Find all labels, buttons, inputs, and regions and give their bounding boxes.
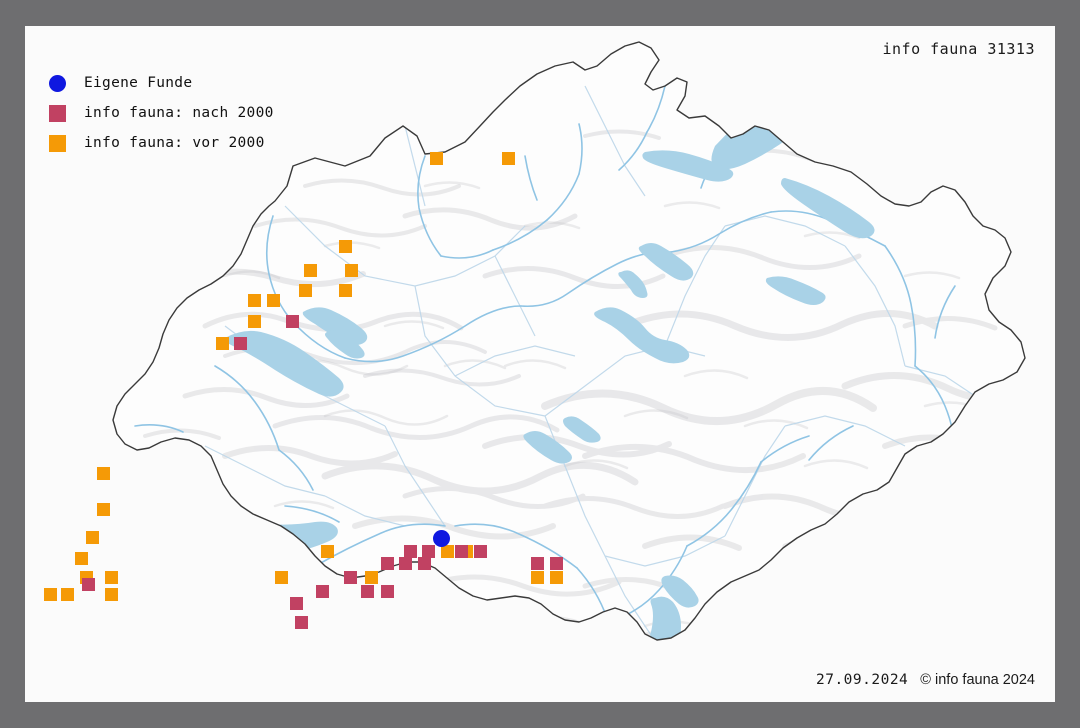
legend: Eigene Funde info fauna: nach 2000 info … <box>39 68 274 158</box>
record-marker-before-2000[interactable] <box>364 570 378 584</box>
record-marker-before-2000[interactable] <box>104 570 118 584</box>
legend-item-vor-2000[interactable]: info fauna: vor 2000 <box>39 128 274 158</box>
record-marker-after-2000[interactable] <box>285 314 299 328</box>
record-marker-before-2000[interactable] <box>501 151 515 165</box>
blue-circle-icon <box>39 74 75 92</box>
record-marker-before-2000[interactable] <box>85 530 99 544</box>
record-marker-after-2000[interactable] <box>233 336 247 350</box>
page-title: info fauna 31313 <box>882 40 1035 58</box>
legend-swatch-after <box>48 104 66 122</box>
record-marker-before-2000[interactable] <box>344 263 358 277</box>
legend-label-after: info fauna: nach 2000 <box>84 105 274 121</box>
legend-swatch-own <box>48 74 66 92</box>
legend-item-eigene-funde[interactable]: Eigene Funde <box>39 68 274 98</box>
record-marker-before-2000[interactable] <box>104 587 118 601</box>
record-marker-after-2000[interactable] <box>403 544 417 558</box>
record-marker-after-2000[interactable] <box>289 596 303 610</box>
legend-item-nach-2000[interactable]: info fauna: nach 2000 <box>39 98 274 128</box>
record-marker-before-2000[interactable] <box>247 293 261 307</box>
record-marker-after-2000[interactable] <box>294 615 308 629</box>
country-border <box>112 41 1026 641</box>
record-marker-after-2000[interactable] <box>380 584 394 598</box>
map-panel: info fauna 31313 Eigene Funde info fauna… <box>25 26 1055 702</box>
record-marker-before-2000[interactable] <box>96 502 110 516</box>
record-marker-after-2000[interactable] <box>454 544 468 558</box>
record-marker-after-2000[interactable] <box>81 577 95 591</box>
switzerland-map[interactable] <box>25 26 1055 702</box>
record-marker-after-2000[interactable] <box>473 544 487 558</box>
record-marker-before-2000[interactable] <box>320 544 334 558</box>
record-marker-after-2000[interactable] <box>315 584 329 598</box>
record-marker-before-2000[interactable] <box>303 263 317 277</box>
legend-label-own: Eigene Funde <box>84 75 193 91</box>
record-marker-before-2000[interactable] <box>338 283 352 297</box>
record-marker-before-2000[interactable] <box>43 587 57 601</box>
record-marker-after-2000[interactable] <box>343 570 357 584</box>
record-marker-after-2000[interactable] <box>417 556 431 570</box>
footer: 27.09.2024 © info fauna 2024 <box>816 669 1035 688</box>
record-marker-before-2000[interactable] <box>247 314 261 328</box>
crimson-square-icon <box>39 104 75 122</box>
record-marker-before-2000[interactable] <box>266 293 280 307</box>
record-marker-after-2000[interactable] <box>530 556 544 570</box>
canton-boundaries <box>204 85 976 640</box>
record-marker-before-2000[interactable] <box>60 587 74 601</box>
record-marker-before-2000[interactable] <box>96 466 110 480</box>
record-marker-before-2000[interactable] <box>74 551 88 565</box>
record-marker-after-2000[interactable] <box>421 544 435 558</box>
record-marker-before-2000[interactable] <box>298 283 312 297</box>
footer-copyright: © info fauna 2024 <box>920 672 1035 688</box>
own-find-marker[interactable] <box>432 529 450 547</box>
footer-date: 27.09.2024 <box>815 672 909 688</box>
record-marker-before-2000[interactable] <box>440 544 454 558</box>
record-marker-after-2000[interactable] <box>398 556 412 570</box>
record-marker-before-2000[interactable] <box>338 239 352 253</box>
orange-square-icon <box>39 134 75 152</box>
record-marker-after-2000[interactable] <box>360 584 374 598</box>
record-marker-after-2000[interactable] <box>380 556 394 570</box>
legend-swatch-before <box>48 134 66 152</box>
legend-label-before: info fauna: vor 2000 <box>84 135 265 151</box>
record-marker-after-2000[interactable] <box>549 556 563 570</box>
record-marker-before-2000[interactable] <box>530 570 544 584</box>
record-marker-before-2000[interactable] <box>215 336 229 350</box>
record-marker-before-2000[interactable] <box>274 570 288 584</box>
record-marker-before-2000[interactable] <box>549 570 563 584</box>
record-marker-before-2000[interactable] <box>429 151 443 165</box>
